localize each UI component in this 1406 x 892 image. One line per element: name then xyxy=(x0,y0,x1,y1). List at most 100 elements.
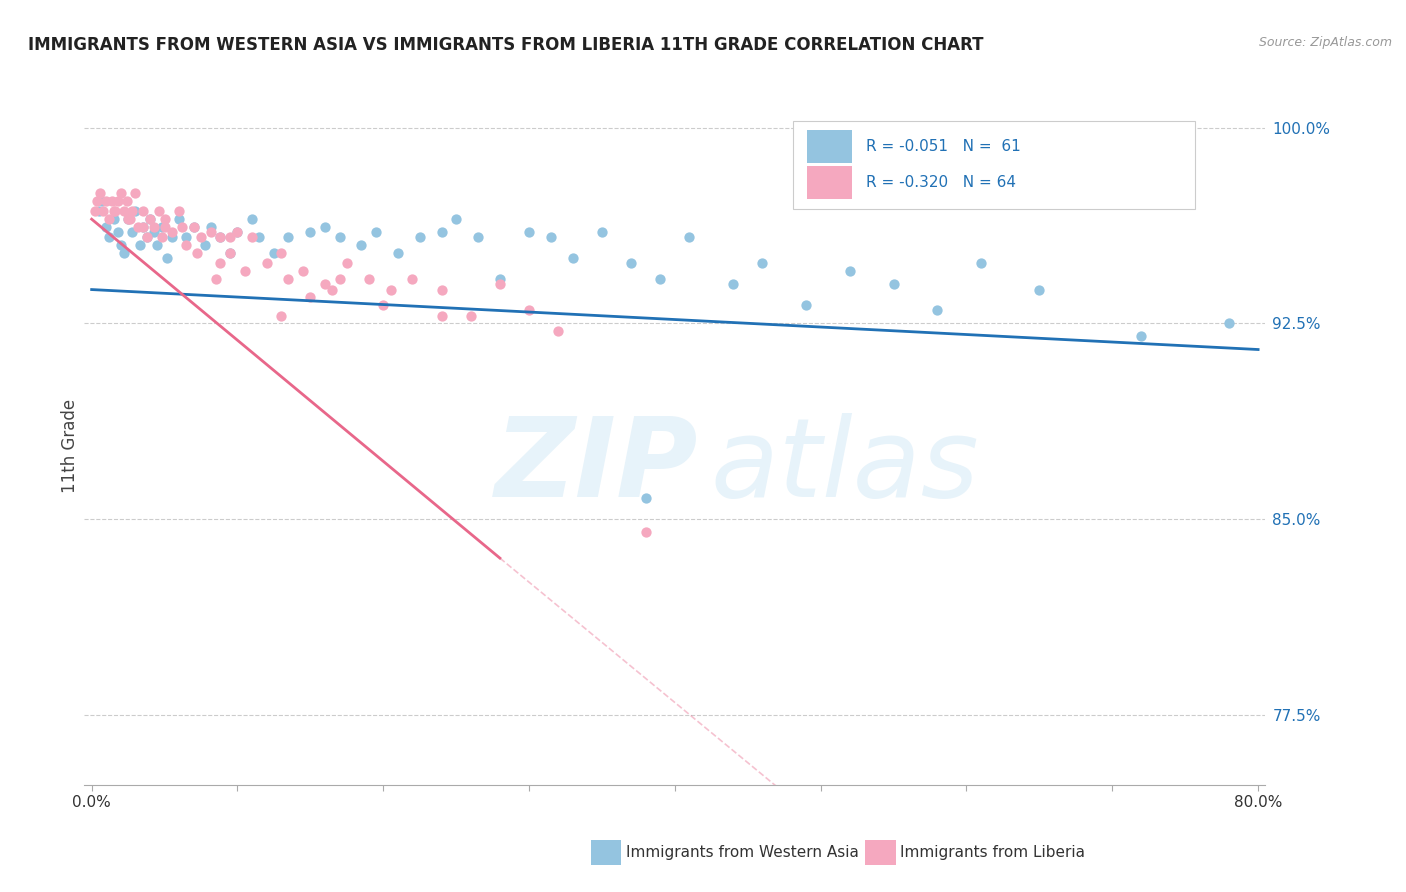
Point xyxy=(1028,283,1050,297)
Point xyxy=(183,219,205,234)
Point xyxy=(103,212,125,227)
Point xyxy=(517,303,540,318)
Point xyxy=(124,186,146,200)
Point xyxy=(277,272,299,286)
Point xyxy=(373,298,395,312)
Point xyxy=(233,264,256,278)
Point xyxy=(96,219,118,234)
Point xyxy=(277,230,299,244)
Point xyxy=(357,272,380,286)
Point xyxy=(314,219,336,234)
Point xyxy=(409,230,432,244)
Point xyxy=(139,212,162,227)
Point xyxy=(176,238,198,252)
Point xyxy=(299,225,322,239)
Text: Immigrants from Liberia: Immigrants from Liberia xyxy=(900,846,1085,860)
Text: atlas: atlas xyxy=(710,413,979,520)
Point xyxy=(380,283,402,297)
Point xyxy=(101,194,124,208)
Point xyxy=(98,212,121,227)
Point xyxy=(200,219,222,234)
Point xyxy=(292,264,315,278)
Text: R = -0.320   N = 64: R = -0.320 N = 64 xyxy=(866,175,1017,190)
Point xyxy=(131,204,153,219)
Point xyxy=(430,309,453,323)
Point xyxy=(467,230,489,244)
Point xyxy=(112,246,135,260)
Point xyxy=(883,277,905,292)
Point xyxy=(240,230,263,244)
Point xyxy=(721,277,744,292)
Point xyxy=(183,219,205,234)
Point xyxy=(153,212,176,227)
Point xyxy=(131,219,153,234)
Point xyxy=(401,272,423,286)
Point xyxy=(103,204,125,219)
Point xyxy=(150,230,173,244)
Point xyxy=(794,298,817,312)
Point xyxy=(591,225,613,239)
Bar xyxy=(807,130,852,162)
Point xyxy=(678,230,700,244)
Point xyxy=(256,256,278,270)
Point xyxy=(86,194,108,208)
Point xyxy=(156,252,179,266)
Point xyxy=(489,272,512,286)
Point xyxy=(146,238,169,252)
Point xyxy=(190,230,212,244)
Point xyxy=(350,238,373,252)
Point xyxy=(1130,329,1153,343)
Point xyxy=(98,230,121,244)
Point xyxy=(167,212,190,227)
Point xyxy=(561,252,583,266)
Point xyxy=(107,225,129,239)
Point xyxy=(226,225,249,239)
Point xyxy=(270,246,292,260)
Point xyxy=(219,230,242,244)
Point xyxy=(110,238,132,252)
Point xyxy=(117,212,139,227)
Text: ZIP: ZIP xyxy=(495,413,699,520)
Point xyxy=(96,194,118,208)
Point xyxy=(620,256,643,270)
Point xyxy=(430,283,453,297)
Point xyxy=(176,230,198,244)
Text: Immigrants from Western Asia: Immigrants from Western Asia xyxy=(626,846,859,860)
Point xyxy=(927,303,949,318)
Point xyxy=(219,246,242,260)
Point xyxy=(970,256,993,270)
Point xyxy=(1218,317,1240,331)
Point xyxy=(87,204,110,219)
Point xyxy=(430,225,453,239)
Point xyxy=(321,283,343,297)
Point xyxy=(328,230,350,244)
Point xyxy=(117,212,139,227)
Point xyxy=(751,256,773,270)
Point xyxy=(89,186,111,200)
Point xyxy=(167,204,190,219)
Text: R = -0.051   N =  61: R = -0.051 N = 61 xyxy=(866,139,1021,153)
Point xyxy=(650,272,672,286)
Point xyxy=(124,204,146,219)
Point xyxy=(90,194,112,208)
Point xyxy=(336,256,359,270)
Point xyxy=(364,225,387,239)
Point xyxy=(194,238,217,252)
Point xyxy=(127,219,149,234)
Point xyxy=(136,230,159,244)
Point xyxy=(83,204,105,219)
Point xyxy=(270,309,292,323)
Point xyxy=(143,219,166,234)
Point xyxy=(838,264,860,278)
Point xyxy=(204,272,226,286)
Point xyxy=(208,256,231,270)
Y-axis label: 11th Grade: 11th Grade xyxy=(60,399,79,493)
Point xyxy=(634,491,657,505)
Point xyxy=(131,219,153,234)
Point xyxy=(118,212,141,227)
Point xyxy=(314,277,336,292)
Point xyxy=(547,324,569,338)
Point xyxy=(110,186,132,200)
Point xyxy=(444,212,467,227)
FancyBboxPatch shape xyxy=(793,120,1195,209)
